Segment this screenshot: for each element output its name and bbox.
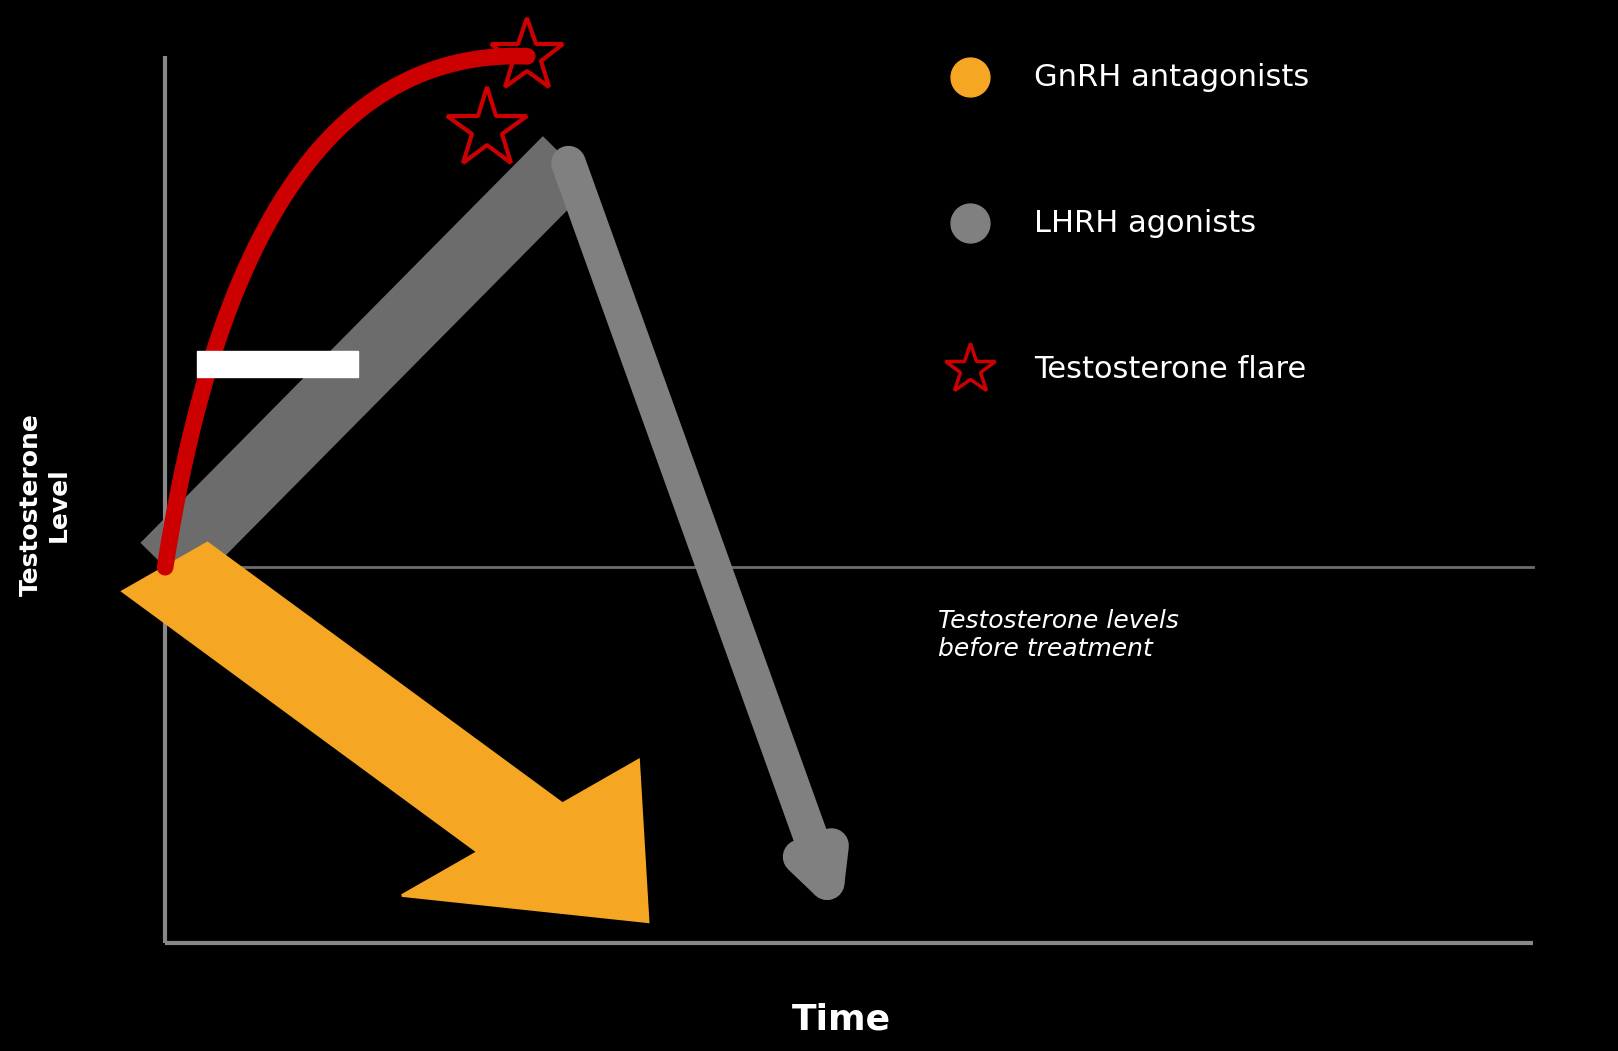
Text: Testosterone
Level: Testosterone Level <box>18 413 70 596</box>
Text: GnRH antagonists: GnRH antagonists <box>1034 63 1309 91</box>
Text: Testosterone flare: Testosterone flare <box>1034 354 1307 384</box>
Text: Time: Time <box>791 1003 892 1036</box>
FancyBboxPatch shape <box>197 351 358 377</box>
Text: Testosterone levels
before treatment: Testosterone levels before treatment <box>938 609 1178 661</box>
Polygon shape <box>123 543 649 922</box>
Text: LHRH agonists: LHRH agonists <box>1034 209 1257 238</box>
